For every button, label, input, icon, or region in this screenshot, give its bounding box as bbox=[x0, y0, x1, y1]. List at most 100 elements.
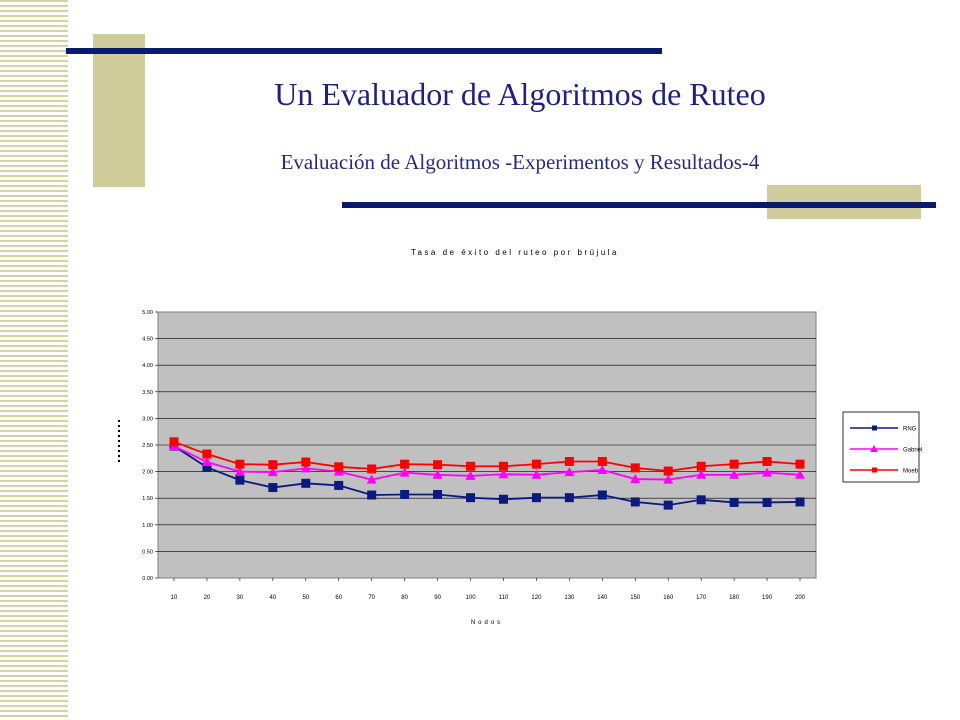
data-point bbox=[663, 466, 673, 476]
x-axis-ticks: 10 20 30 40 50 60 70 80 90 100 110 120 130 140 150 160 1… bbox=[171, 578, 806, 601]
series-line-gabriel bbox=[173, 445, 801, 481]
data-point bbox=[762, 497, 772, 507]
decorative-line-middle bbox=[342, 202, 936, 208]
x-tick-label: 130 bbox=[564, 595, 575, 601]
x-tick-label: 180 bbox=[729, 595, 740, 601]
legend-marker bbox=[870, 445, 878, 452]
data-point bbox=[433, 489, 443, 499]
data-point bbox=[399, 467, 410, 477]
data-point bbox=[400, 459, 410, 469]
data-point bbox=[169, 437, 179, 447]
x-tick-label: 80 bbox=[401, 595, 408, 601]
series-lines bbox=[169, 437, 805, 510]
y-tick-label: 1.50 bbox=[142, 496, 153, 502]
y-tick-label: 4.50 bbox=[142, 337, 153, 343]
data-point bbox=[531, 469, 542, 479]
data-point bbox=[498, 494, 508, 504]
y-tick-label: 1.00 bbox=[142, 523, 153, 529]
series-gabriel bbox=[169, 441, 805, 484]
y-tick-label: 3.50 bbox=[142, 390, 153, 396]
data-point bbox=[663, 500, 673, 510]
side-stripe-decoration bbox=[0, 0, 68, 720]
decorative-block-left bbox=[93, 34, 145, 187]
data-point bbox=[696, 469, 707, 479]
data-point bbox=[235, 475, 245, 485]
x-tick-label: 190 bbox=[762, 595, 773, 601]
data-point bbox=[301, 457, 311, 467]
x-tick-label: 150 bbox=[630, 595, 641, 601]
data-point bbox=[564, 493, 574, 503]
series-moeb bbox=[169, 437, 805, 476]
series-line-moeb bbox=[173, 440, 801, 472]
x-tick-label: 10 bbox=[171, 595, 178, 601]
data-point bbox=[367, 490, 377, 500]
data-point bbox=[729, 497, 739, 507]
data-point bbox=[663, 474, 674, 484]
legend-marker bbox=[872, 425, 877, 431]
data-point bbox=[235, 459, 245, 469]
y-tick-label: 0.50 bbox=[142, 549, 153, 555]
x-tick-label: 140 bbox=[597, 595, 608, 601]
x-tick-label: 60 bbox=[335, 595, 342, 601]
data-point bbox=[762, 467, 773, 477]
data-point bbox=[630, 463, 640, 473]
y-tick-label: 0.00 bbox=[142, 576, 153, 582]
data-point bbox=[433, 460, 443, 470]
x-tick-label: 110 bbox=[499, 595, 509, 601]
chart-title: Tasa de éxito del ruteo por brújula bbox=[411, 248, 619, 257]
y-tick-label: 4.00 bbox=[142, 363, 153, 369]
data-point bbox=[564, 456, 574, 466]
data-point bbox=[432, 469, 443, 479]
data-point bbox=[597, 490, 607, 500]
series-line-rng bbox=[173, 445, 801, 507]
data-point bbox=[597, 456, 607, 466]
x-tick-label: 20 bbox=[204, 595, 211, 601]
data-point bbox=[531, 459, 541, 469]
data-point bbox=[696, 495, 706, 505]
data-point bbox=[597, 465, 608, 475]
decorative-line-top bbox=[66, 48, 662, 54]
x-tick-label: 30 bbox=[237, 595, 244, 601]
data-point bbox=[400, 489, 410, 499]
legend-item-rng: RNG bbox=[850, 425, 917, 433]
x-tick-label: 120 bbox=[531, 595, 542, 601]
x-tick-label: 40 bbox=[269, 595, 276, 601]
legend-marker bbox=[872, 467, 877, 473]
y-axis-ticks: 0.00 0.50 1.00 1.50 2.00 2.50 3.00 3.50 4.00 4.50… bbox=[142, 310, 158, 582]
legend-item-gabriel: Gabriel bbox=[850, 445, 922, 454]
data-point bbox=[630, 497, 640, 507]
data-point bbox=[367, 464, 377, 474]
y-tick-label: 3.00 bbox=[142, 416, 153, 422]
x-tick-label: 160 bbox=[663, 595, 674, 601]
data-point bbox=[498, 469, 509, 479]
y-tick-label: 2.50 bbox=[142, 443, 153, 449]
data-point bbox=[366, 474, 377, 484]
data-point bbox=[795, 459, 805, 469]
x-axis-label: Nodos bbox=[471, 620, 503, 626]
data-point bbox=[696, 461, 706, 471]
y-tick-label: 2.00 bbox=[142, 470, 153, 476]
legend-label: Moeb bbox=[903, 469, 919, 475]
data-point bbox=[267, 467, 278, 477]
slide-subtitle: Evaluación de Algoritmos -Experimentos y… bbox=[280, 150, 760, 174]
x-tick-label: 50 bbox=[302, 595, 309, 601]
data-point bbox=[729, 459, 739, 469]
legend-label: RNG bbox=[903, 427, 917, 433]
data-point bbox=[300, 463, 311, 473]
data-point bbox=[334, 462, 344, 472]
x-tick-label: 70 bbox=[368, 595, 375, 601]
data-point bbox=[202, 449, 212, 459]
data-point bbox=[795, 469, 805, 479]
data-point bbox=[531, 493, 541, 503]
data-point bbox=[466, 493, 476, 503]
legend-items: RNG Gabriel Moeb bbox=[850, 425, 922, 475]
data-point bbox=[498, 461, 508, 471]
data-point bbox=[301, 478, 311, 488]
legend-label: Gabriel bbox=[903, 448, 922, 454]
data-point bbox=[762, 456, 772, 466]
data-point bbox=[465, 470, 476, 480]
data-point bbox=[234, 466, 245, 476]
data-point bbox=[729, 469, 740, 479]
x-tick-label: 100 bbox=[466, 595, 477, 601]
